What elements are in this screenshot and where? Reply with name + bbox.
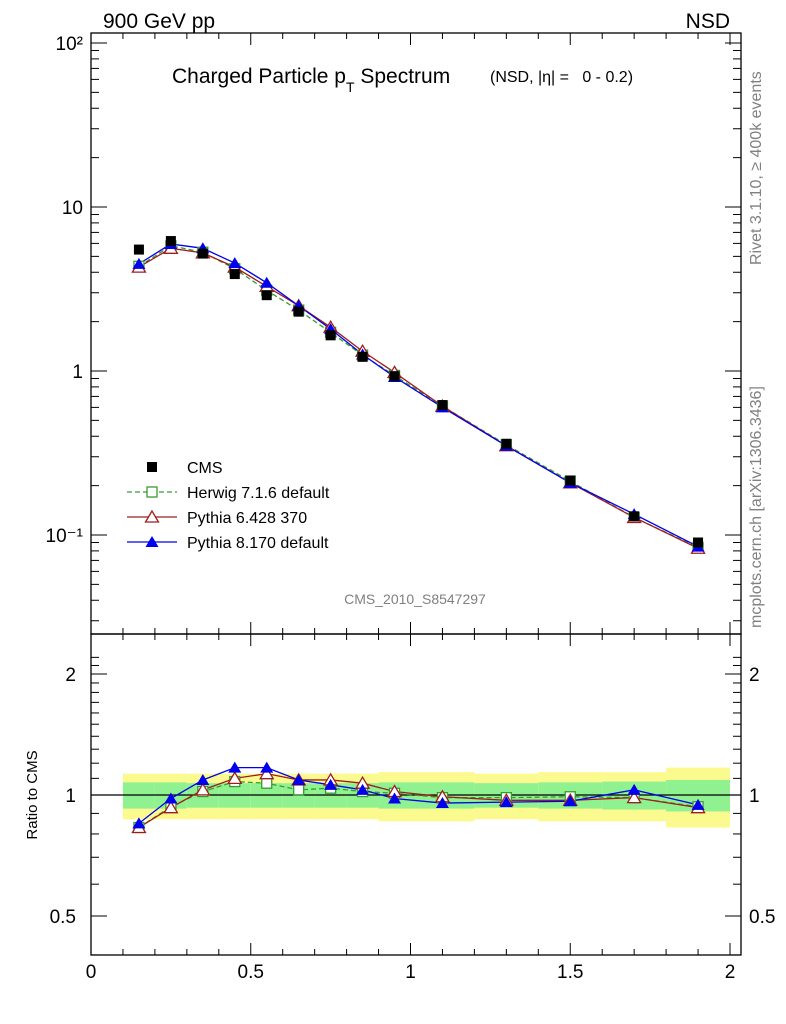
series-0-point-2 (197, 248, 208, 259)
x-tick-label-0: 0 (86, 962, 97, 983)
series-0-point-0 (133, 244, 144, 255)
legend-label-3: Pythia 8.170 default (187, 535, 329, 552)
ratio-tick-label-left-2: 0.5 (50, 907, 76, 928)
ratio-3-point-8 (388, 792, 402, 804)
series-0-point-6 (325, 330, 336, 341)
series-0-point-12 (629, 511, 640, 522)
ratio-3-point-0 (132, 817, 146, 829)
ratio-3-point-7 (356, 783, 370, 795)
ratio-3-point-10 (499, 796, 513, 808)
legend: CMS Herwig 7.1.6 default Pythia 6.428 370 P… (127, 460, 330, 552)
chart-title-main: Charged Particle p (172, 65, 346, 88)
series-0-point-9 (437, 400, 448, 411)
chart-title-note: (NSD, |η| = 0 - 0.2) (490, 69, 633, 86)
series-3-point-4 (260, 276, 274, 288)
legend-marker-2 (144, 509, 160, 523)
header-left: 900 GeV pp (103, 10, 215, 33)
legend-marker-1 (146, 486, 158, 498)
ratio-3-point-12 (627, 783, 641, 795)
series-0-point-3 (229, 269, 240, 280)
ratio-3-point-4 (260, 761, 274, 773)
ratio-series-group (131, 761, 706, 834)
ratio-tick-label-right-0: 2 (749, 665, 760, 686)
ratio-3-point-13 (691, 798, 705, 810)
series-0-point-8 (389, 371, 400, 382)
ratio-tick-label-right-2: 0.5 (749, 907, 775, 928)
ratio-3-point-2 (196, 773, 210, 785)
x-tick-label-4: 2 (725, 962, 736, 983)
y-main-tick-label-0: 10² (56, 34, 83, 55)
x-tick-label-3: 1.5 (557, 962, 583, 983)
x-tick-label-1: 0.5 (238, 962, 264, 983)
ratio-3-point-9 (435, 797, 449, 809)
ratio-2-point-3 (227, 771, 243, 785)
rivet-label: Rivet 3.1.10, ≥ 400k events (748, 71, 765, 265)
ratio-3-point-3 (228, 761, 242, 773)
series-3-point-0 (132, 257, 146, 269)
ratio-3-point-5 (292, 773, 306, 785)
ratio-line-1 (138, 780, 699, 829)
series-3-point-3 (228, 257, 242, 269)
ratio-3-point-11 (563, 795, 577, 807)
legend-marker-3 (145, 536, 159, 547)
ratio-3-point-6 (324, 778, 338, 790)
series-0-point-4 (261, 290, 272, 301)
ratio-1-point-5 (293, 784, 305, 796)
series-0-point-11 (565, 475, 576, 486)
ratio-2-point-4 (259, 766, 275, 780)
ratio-3-point-1 (164, 792, 178, 804)
ratio-ylabel: Ratio to CMS (24, 750, 41, 839)
chart-title-tail: Spectrum (355, 65, 451, 88)
series-line-2 (138, 247, 699, 549)
ratio-2-point-12 (626, 790, 642, 804)
axes: 0 0.5 1 1.5 2 10² 10 1 10⁻¹ 2 2 1 1 0.5 0.5 (46, 32, 775, 983)
chart-title-sub: T (346, 79, 355, 95)
series-0-point-7 (357, 351, 368, 362)
ratio-2-point-1 (163, 800, 179, 814)
ratio-tick-label-left-1: 1 (65, 786, 76, 807)
ratio-line-3 (138, 766, 699, 824)
header-right: NSD (686, 10, 730, 33)
legend-marker-0 (147, 462, 157, 472)
analysis-label: CMS_2010_S8547297 (344, 591, 486, 607)
series-0-point-1 (165, 236, 176, 247)
legend-label-1: Herwig 7.1.6 default (187, 485, 330, 502)
legend-label-2: Pythia 6.428 370 (187, 510, 307, 527)
series-0-point-13 (693, 537, 704, 548)
ratio-tick-label-right-1: 1 (749, 786, 760, 807)
main-series-group (131, 236, 706, 554)
chart-title: Charged Particle pT Spectrum (172, 65, 450, 95)
series-0-point-5 (293, 306, 304, 317)
ratio-tick-label-left-0: 2 (65, 665, 76, 686)
y-main-tick-label-3: 10⁻¹ (46, 526, 84, 547)
y-main-tick-label-2: 1 (72, 362, 83, 383)
y-main-tick-label-1: 10 (62, 198, 83, 219)
ratio-1-point-4 (261, 777, 273, 789)
legend-label-0: CMS (187, 460, 223, 477)
ratio-2-point-2 (195, 782, 211, 796)
series-0-point-10 (501, 438, 512, 449)
series-line-1 (138, 245, 699, 549)
mcplots-label: mcplots.cern.ch [arXiv:1306.3436] (748, 386, 765, 628)
x-tick-label-2: 1 (405, 962, 416, 983)
